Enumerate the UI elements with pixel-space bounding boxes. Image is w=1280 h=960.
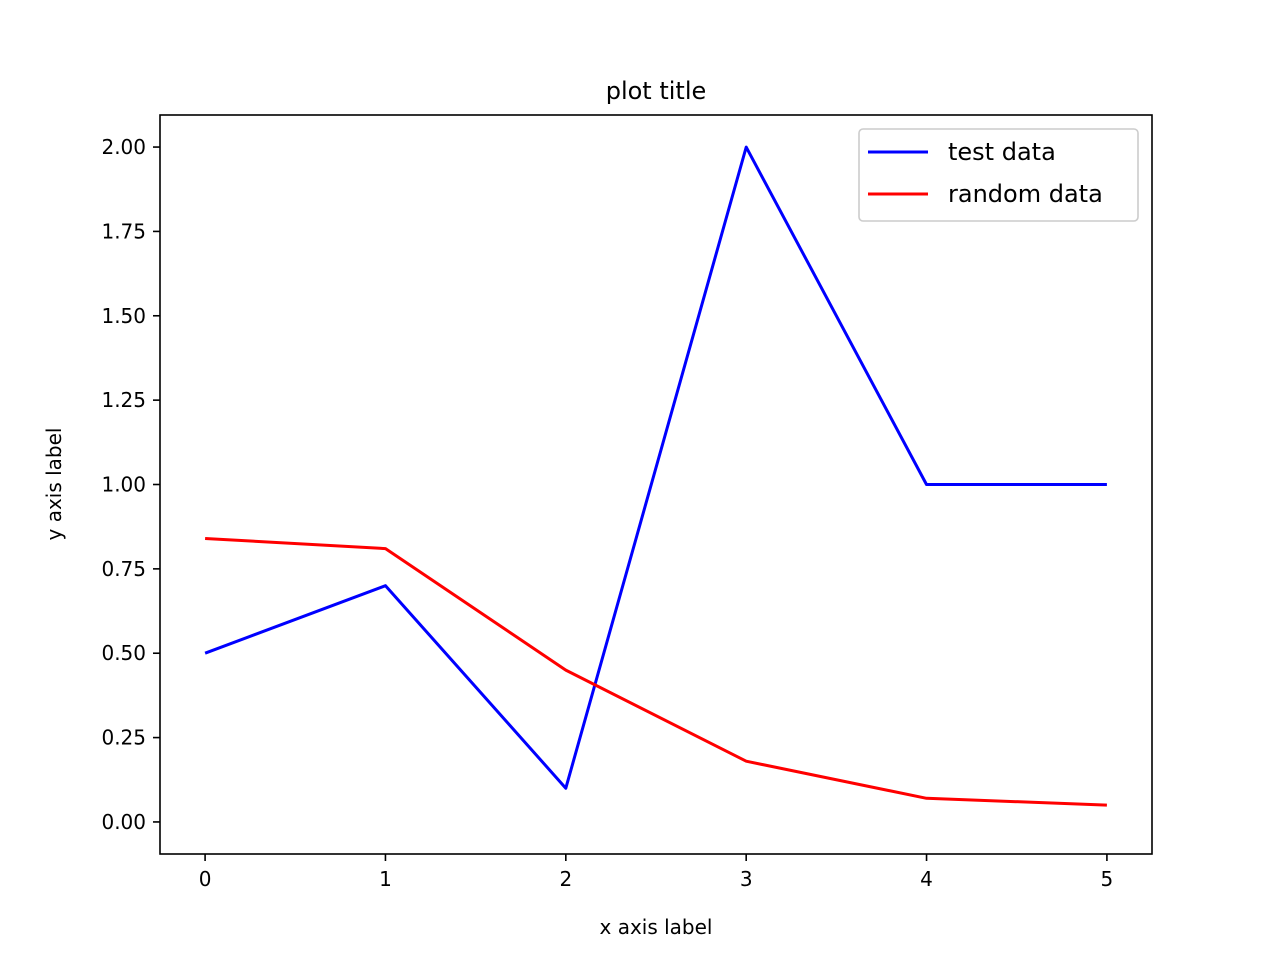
y-tick-label: 1.25: [101, 388, 146, 412]
y-tick-label: 0.75: [101, 557, 146, 581]
x-tick-label: 4: [920, 867, 933, 891]
x-tick-label: 0: [199, 867, 212, 891]
y-axis: 0.00 0.25 0.50 0.75 1.00 1.25 1.50 1.75 2.00: [101, 135, 160, 834]
y-tick-label: 0.50: [101, 641, 146, 665]
x-tick-label: 3: [740, 867, 753, 891]
y-tick-label: 2.00: [101, 135, 146, 159]
x-axis: 0 1 2 3 4 5: [199, 854, 1114, 891]
x-tick-label: 2: [559, 867, 572, 891]
legend: test data random data: [858, 128, 1139, 222]
x-axis-label: x axis label: [600, 915, 713, 939]
y-tick-label: 1.75: [101, 219, 146, 243]
series-line-2: [205, 537, 1107, 807]
y-tick-label: 0.25: [101, 726, 146, 750]
x-tick-label: 1: [379, 867, 392, 891]
y-tick-label: 1.00: [101, 473, 146, 497]
x-tick-label: 5: [1101, 867, 1114, 891]
plot-area: [204, 145, 1107, 807]
legend-label: test data: [948, 138, 1056, 166]
y-tick-label: 0.00: [101, 810, 146, 834]
legend-frame: [858, 128, 1139, 222]
y-tick-label: 1.50: [101, 304, 146, 328]
legend-label: random data: [948, 180, 1103, 208]
series-line-1: [204, 145, 1107, 790]
chart-title: plot title: [606, 77, 707, 105]
y-axis-label: y axis label: [42, 428, 66, 541]
